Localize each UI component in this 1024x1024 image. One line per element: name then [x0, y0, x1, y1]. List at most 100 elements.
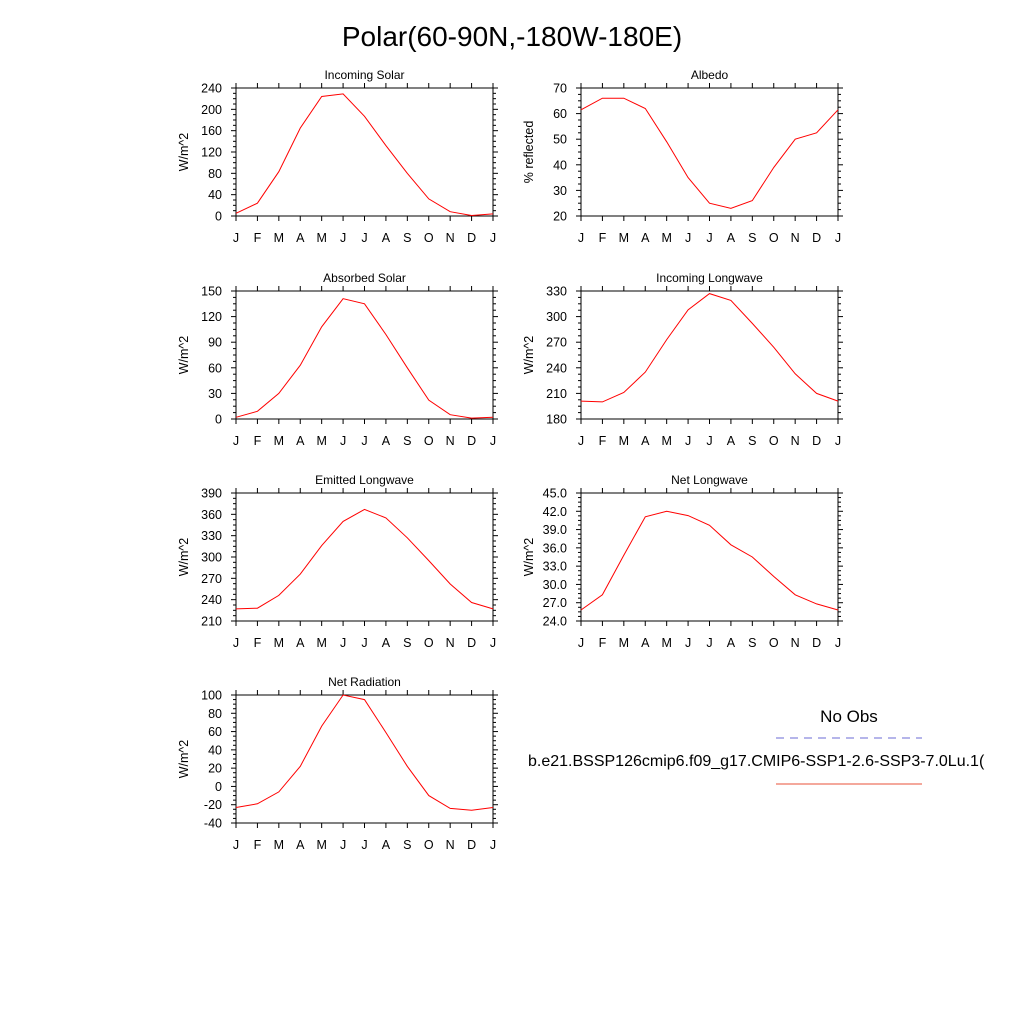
x-tick-label: M: [274, 838, 284, 852]
series-line-model: [580, 97, 839, 209]
y-tick-label: 50: [553, 133, 567, 147]
x-tick-label: A: [296, 231, 305, 245]
y-tick-label: 39.0: [543, 523, 567, 537]
x-tick-label: J: [361, 636, 367, 650]
y-tick-label: 0: [215, 210, 222, 224]
plot-frame: [580, 492, 839, 622]
x-tick-label: S: [403, 231, 411, 245]
y-tick-label: 390: [201, 487, 222, 501]
series-line-model: [235, 93, 494, 217]
x-tick-label: J: [578, 231, 584, 245]
x-tick-label: J: [361, 434, 367, 448]
x-tick-label: A: [382, 636, 391, 650]
x-tick-label: J: [578, 636, 584, 650]
y-tick-label: 42.0: [543, 505, 567, 519]
x-tick-label: A: [727, 231, 736, 245]
x-tick-label: O: [769, 231, 779, 245]
y-tick-label: -20: [204, 798, 222, 812]
x-tick-label: M: [619, 434, 629, 448]
y-tick-label: 45.0: [543, 487, 567, 501]
panel-title: Incoming Longwave: [656, 271, 763, 285]
y-tick-label: 330: [546, 285, 567, 299]
x-tick-label: J: [340, 231, 346, 245]
x-tick-label: J: [233, 434, 239, 448]
x-tick-label: D: [812, 231, 821, 245]
y-tick-label: 27.0: [543, 596, 567, 610]
y-tick-label: 30: [553, 184, 567, 198]
x-tick-label: J: [685, 636, 691, 650]
y-tick-label: 240: [201, 593, 222, 607]
x-tick-label: N: [446, 838, 455, 852]
x-tick-label: J: [578, 434, 584, 448]
x-tick-label: M: [619, 231, 629, 245]
y-tick-label: 270: [546, 336, 567, 350]
y-tick-label: 20: [208, 762, 222, 776]
x-tick-label: D: [467, 434, 476, 448]
x-tick-label: S: [748, 636, 756, 650]
y-tick-label: 30: [208, 387, 222, 401]
y-tick-label: 40: [208, 743, 222, 757]
x-tick-label: A: [296, 838, 305, 852]
series-line-model: [580, 510, 839, 611]
x-tick-label: J: [233, 231, 239, 245]
x-tick-label: J: [835, 434, 841, 448]
plot-frame: [235, 492, 494, 622]
x-tick-label: J: [835, 231, 841, 245]
x-tick-label: A: [641, 231, 650, 245]
y-tick-label: 20: [553, 210, 567, 224]
x-tick-label: J: [490, 838, 496, 852]
x-tick-label: F: [254, 838, 262, 852]
x-tick-label: D: [467, 838, 476, 852]
y-tick-label: 270: [201, 572, 222, 586]
y-tick-label: 210: [546, 387, 567, 401]
y-tick-label: 300: [546, 310, 567, 324]
series-line-model: [235, 508, 494, 610]
y-tick-label: 360: [201, 508, 222, 522]
y-axis-label: W/m^2: [177, 133, 191, 172]
y-tick-label: 200: [201, 103, 222, 117]
legend: No Obs b.e21.BSSP126cmip6.f09_g17.CMIP6-…: [528, 707, 985, 785]
y-tick-label: 100: [201, 689, 222, 703]
y-tick-label: 80: [208, 707, 222, 721]
y-tick-label: 33.0: [543, 560, 567, 574]
x-tick-label: J: [361, 838, 367, 852]
plot-frame: [235, 694, 494, 824]
x-tick-label: O: [769, 434, 779, 448]
x-tick-label: M: [316, 838, 326, 852]
series-line-model: [580, 293, 839, 403]
y-tick-label: 80: [208, 167, 222, 181]
y-axis-label: W/m^2: [177, 336, 191, 375]
plot-frame: [580, 87, 839, 217]
x-tick-label: J: [340, 838, 346, 852]
x-tick-label: N: [791, 434, 800, 448]
y-tick-label: 180: [546, 413, 567, 427]
x-tick-label: J: [490, 434, 496, 448]
panel-title: Absorbed Solar: [323, 271, 406, 285]
x-tick-label: M: [661, 636, 671, 650]
x-tick-label: N: [446, 231, 455, 245]
x-tick-label: S: [403, 636, 411, 650]
x-tick-label: M: [316, 434, 326, 448]
x-tick-label: M: [316, 231, 326, 245]
x-tick-label: S: [403, 838, 411, 852]
y-tick-label: 24.0: [543, 615, 567, 629]
x-tick-label: N: [446, 434, 455, 448]
y-tick-label: 40: [208, 188, 222, 202]
x-tick-label: J: [340, 636, 346, 650]
x-tick-label: A: [296, 636, 305, 650]
x-tick-label: N: [791, 231, 800, 245]
x-tick-label: F: [599, 636, 607, 650]
x-tick-label: A: [641, 636, 650, 650]
panel-title: Incoming Solar: [324, 68, 404, 82]
y-tick-label: 150: [201, 285, 222, 299]
x-tick-label: J: [685, 434, 691, 448]
x-tick-label: A: [727, 636, 736, 650]
x-tick-label: O: [424, 434, 434, 448]
x-tick-label: F: [254, 636, 262, 650]
y-axis-label: W/m^2: [522, 538, 536, 577]
